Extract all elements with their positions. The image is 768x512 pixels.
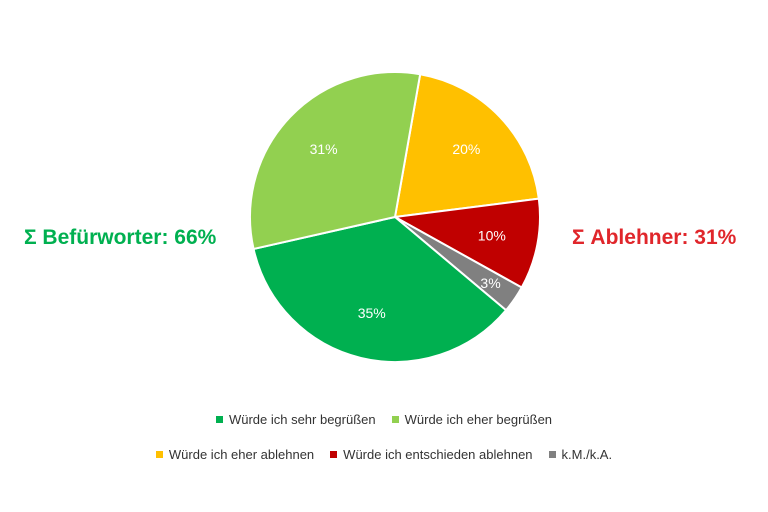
pie-slice <box>393 73 540 219</box>
legend-item: k.M./k.A. <box>548 447 613 462</box>
supporters-sum-label: Σ Befürworter: 66% <box>24 226 217 249</box>
legend-swatch <box>330 451 338 458</box>
legend-label: Würde ich sehr begrüßen <box>228 412 376 427</box>
pie-slice <box>249 71 422 251</box>
opponents-sum-label: Σ Ablehner: 31% <box>572 226 737 249</box>
legend-row-2: Würde ich eher ablehnen Würde ich entsch… <box>0 447 768 462</box>
legend-label: Würde ich eher ablehnen <box>168 447 315 462</box>
legend-item: Würde ich eher ablehnen <box>155 447 315 462</box>
pie-slice <box>391 197 541 289</box>
legend-item: Würde ich entschieden ablehnen <box>330 447 533 462</box>
legend-item: Würde ich eher begrüßen <box>391 412 553 427</box>
legend-item: Würde ich sehr begrüßen <box>215 412 376 427</box>
slice-value-label: 3% <box>480 275 500 291</box>
legend-swatch <box>391 416 399 423</box>
legend-swatch <box>548 451 556 458</box>
legend-label: Würde ich entschieden ablehnen <box>343 447 533 462</box>
legend-swatch <box>155 451 163 458</box>
pie-slice <box>252 215 508 363</box>
legend-row-1: Würde ich sehr begrüßen Würde ich eher b… <box>0 412 768 427</box>
legend-label: Würde ich eher begrüßen <box>404 412 553 427</box>
legend-label: k.M./k.A. <box>561 447 613 462</box>
slice-value-label: 10% <box>478 228 506 244</box>
slice-value-label: 20% <box>452 141 480 157</box>
slice-value-label: 31% <box>310 141 338 157</box>
slice-value-label: 35% <box>358 305 386 321</box>
legend-swatch <box>215 416 223 423</box>
